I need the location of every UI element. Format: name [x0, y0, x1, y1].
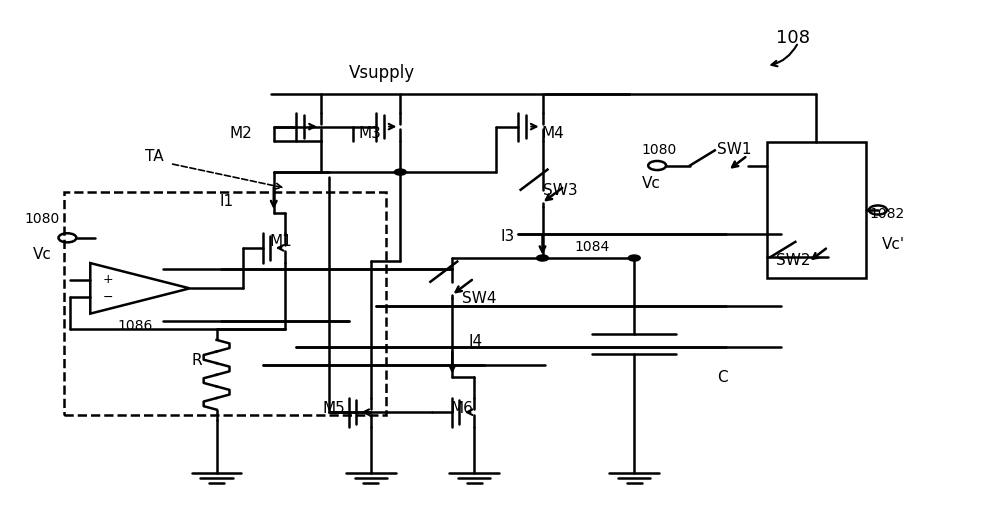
Text: R: R	[192, 353, 202, 368]
Text: 1086: 1086	[117, 319, 153, 333]
Text: M3: M3	[359, 126, 382, 141]
Text: SW1: SW1	[717, 142, 751, 157]
Text: 108: 108	[776, 29, 810, 47]
Text: C: C	[717, 370, 727, 385]
Text: M6: M6	[450, 401, 473, 415]
Circle shape	[537, 255, 548, 261]
Text: TA: TA	[145, 149, 164, 165]
Text: I3: I3	[500, 229, 514, 244]
Text: SW2: SW2	[776, 253, 811, 268]
Text: M1: M1	[269, 234, 292, 249]
Text: Vc: Vc	[642, 176, 661, 191]
Bar	[64, 192, 386, 415]
Text: Vc: Vc	[33, 247, 51, 262]
Text: 1082: 1082	[870, 207, 905, 221]
Text: −: −	[103, 290, 113, 304]
Text: I4: I4	[468, 334, 482, 349]
Bar	[767, 142, 866, 278]
Text: SW3: SW3	[543, 183, 577, 198]
Text: 1080: 1080	[25, 212, 60, 226]
Text: Vc': Vc'	[882, 237, 905, 252]
Text: 1080: 1080	[641, 144, 676, 157]
Text: 1084: 1084	[575, 240, 610, 254]
Circle shape	[394, 169, 406, 175]
Text: Vsupply: Vsupply	[349, 63, 415, 82]
Text: M5: M5	[323, 401, 346, 415]
Text: M2: M2	[230, 126, 252, 141]
Text: I1: I1	[220, 194, 234, 209]
Text: SW4: SW4	[462, 291, 497, 306]
Text: +: +	[103, 273, 114, 286]
Circle shape	[628, 255, 640, 261]
Text: M4: M4	[542, 126, 565, 141]
